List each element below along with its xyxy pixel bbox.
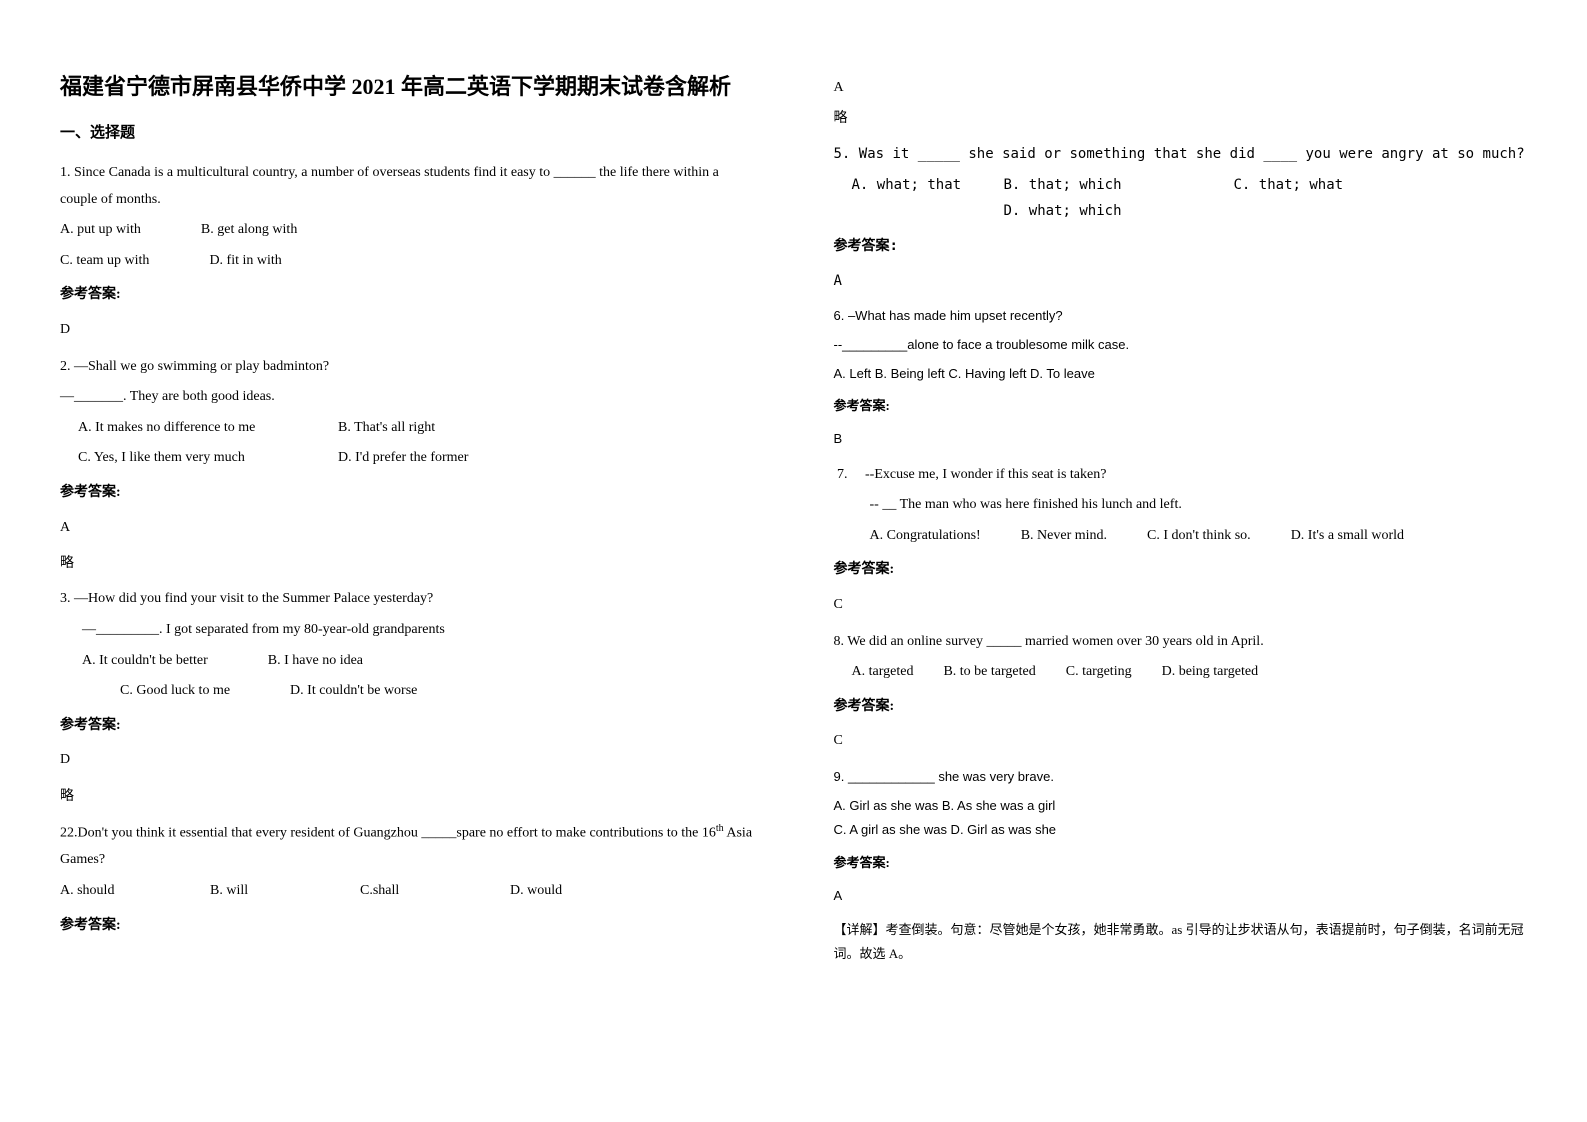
- q8-optC: C. targeting: [1066, 659, 1132, 686]
- q3-optA: A. It couldn't be better: [82, 648, 208, 675]
- q3-optB: B. I have no idea: [268, 648, 363, 675]
- q3-text: 3. —How did you find your visit to the S…: [60, 586, 754, 613]
- q1-answer: D: [60, 317, 754, 344]
- q9-opts1: A. Girl as she was B. As she was a girl: [834, 794, 1528, 819]
- document-title: 福建省宁德市屏南县华侨中学 2021 年高二英语下学期期末试卷含解析: [60, 70, 754, 103]
- q3-note: 略: [60, 784, 754, 809]
- q5-options: A. what; that B. that; which C. that; wh…: [834, 172, 1528, 225]
- q5-answer: A: [834, 268, 1528, 295]
- q5-optC: C. that; what: [1234, 172, 1394, 199]
- q6-text2: --_________alone to face a troublesome m…: [834, 333, 1528, 358]
- q3-answer-label: 参考答案:: [60, 713, 754, 740]
- q3-text2: —_________. I got separated from my 80-y…: [60, 617, 754, 644]
- q8-answer: C: [834, 728, 1528, 755]
- q2-note: 略: [60, 551, 754, 576]
- q4-answer-label: 参考答案:: [60, 913, 754, 940]
- q7-answer: C: [834, 592, 1528, 619]
- q3-optD: D. It couldn't be worse: [290, 678, 417, 705]
- q1-optA: A. put up with: [60, 217, 141, 244]
- q6-answer: B: [834, 427, 1528, 452]
- q2-optB: B. That's all right: [338, 415, 435, 442]
- page-container: 福建省宁德市屏南县华侨中学 2021 年高二英语下学期期末试卷含解析 一、选择题…: [60, 40, 1527, 975]
- q4-note: 略: [834, 106, 1528, 131]
- q2-optC: C. Yes, I like them very much: [78, 445, 278, 472]
- q8-optA: A. targeted: [852, 659, 914, 686]
- question-3: 3. —How did you find your visit to the S…: [60, 586, 754, 809]
- q2-options-row1: A. It makes no difference to me B. That'…: [60, 415, 754, 442]
- q8-options-row: A. targeted B. to be targeted C. targeti…: [834, 659, 1528, 686]
- q9-opts2: C. A girl as she was D. Girl as was she: [834, 818, 1528, 843]
- q7-options-row: A. Congratulations! B. Never mind. C. I …: [834, 523, 1528, 550]
- q7-optD: D. It's a small world: [1291, 523, 1404, 550]
- q1-optC: C. team up with: [60, 248, 149, 275]
- q8-answer-label: 参考答案:: [834, 694, 1528, 721]
- q8-optB: B. to be targeted: [943, 659, 1035, 686]
- q2-answer-label: 参考答案:: [60, 480, 754, 507]
- q2-options-row2: C. Yes, I like them very much D. I'd pre…: [60, 445, 754, 472]
- right-column: A 略 5. Was it _____ she said or somethin…: [834, 40, 1528, 975]
- q6-options: A. Left B. Being left C. Having left D. …: [834, 362, 1528, 387]
- question-4: 22.Don't you think it essential that eve…: [60, 819, 754, 939]
- q1-optD: D. fit in with: [209, 248, 281, 275]
- question-5: 5. Was it _____ she said or something th…: [834, 141, 1528, 294]
- q9-answer: A: [834, 884, 1528, 909]
- q5-optB: B. that; which: [1004, 172, 1234, 199]
- q4-text: 22.Don't you think it essential that eve…: [60, 819, 754, 874]
- q7-optB: B. Never mind.: [1021, 523, 1107, 550]
- q3-optC: C. Good luck to me: [120, 678, 230, 705]
- q4-sup: th: [716, 823, 724, 834]
- q2-text2: —_______. They are both good ideas.: [60, 384, 754, 411]
- q9-text: 9. ____________ she was very brave.: [834, 765, 1528, 790]
- q7-optC: C. I don't think so.: [1147, 523, 1251, 550]
- question-8: 8. We did an online survey _____ married…: [834, 629, 1528, 755]
- q4-optA: A. should: [60, 878, 160, 905]
- q5-optA: A. what; that: [834, 172, 1004, 199]
- q1-answer-label: 参考答案:: [60, 282, 754, 309]
- q1-options-row1: A. put up with B. get along with: [60, 217, 754, 244]
- q3-options-row1: A. It couldn't be better B. I have no id…: [60, 648, 754, 675]
- q4-optB: B. will: [210, 878, 310, 905]
- q1-options-row2: C. team up with D. fit in with: [60, 248, 754, 275]
- q1-optB: B. get along with: [201, 217, 297, 244]
- q8-text: 8. We did an online survey _____ married…: [834, 629, 1528, 656]
- q9-answer-label: 参考答案:: [834, 851, 1528, 876]
- left-column: 福建省宁德市屏南县华侨中学 2021 年高二英语下学期期末试卷含解析 一、选择题…: [60, 40, 754, 975]
- q2-answer: A: [60, 515, 754, 542]
- q5-answer-label: 参考答案:: [834, 233, 1528, 260]
- question-7: 7. --Excuse me, I wonder if this seat is…: [834, 462, 1528, 619]
- q5-text: 5. Was it _____ she said or something th…: [834, 141, 1528, 168]
- q9-explanation: 【详解】考查倒装。句意：尽管她是个女孩，她非常勇敢。as 引导的让步状语从句，表…: [834, 918, 1528, 965]
- q4-answer: A: [834, 80, 1528, 96]
- q4-optD: D. would: [510, 878, 562, 905]
- question-6: 6. –What has made him upset recently? --…: [834, 304, 1528, 451]
- q7-text: 7. --Excuse me, I wonder if this seat is…: [834, 462, 1528, 489]
- question-1: 1. Since Canada is a multicultural count…: [60, 160, 754, 344]
- q3-answer: D: [60, 747, 754, 774]
- q3-options-row2: C. Good luck to me D. It couldn't be wor…: [60, 678, 754, 705]
- q7-optA: A. Congratulations!: [870, 523, 981, 550]
- q2-optA: A. It makes no difference to me: [78, 415, 278, 442]
- q6-text: 6. –What has made him upset recently?: [834, 304, 1528, 329]
- q6-answer-label: 参考答案:: [834, 394, 1528, 419]
- section-header: 一、选择题: [60, 121, 754, 142]
- question-9: 9. ____________ she was very brave. A. G…: [834, 765, 1528, 965]
- question-2: 2. —Shall we go swimming or play badmint…: [60, 354, 754, 577]
- q5-optD: D. what; which: [834, 198, 1122, 225]
- q8-optD: D. being targeted: [1162, 659, 1259, 686]
- q7-text2: -- __ The man who was here finished his …: [834, 492, 1528, 519]
- q2-text: 2. —Shall we go swimming or play badmint…: [60, 354, 754, 381]
- q1-text: 1. Since Canada is a multicultural count…: [60, 160, 754, 213]
- q2-optD: D. I'd prefer the former: [338, 445, 468, 472]
- q7-answer-label: 参考答案:: [834, 557, 1528, 584]
- q4-optC: C.shall: [360, 878, 460, 905]
- q4-text-prefix: 22.Don't you think it essential that eve…: [60, 826, 716, 841]
- q4-options-row: A. should B. will C.shall D. would: [60, 878, 754, 905]
